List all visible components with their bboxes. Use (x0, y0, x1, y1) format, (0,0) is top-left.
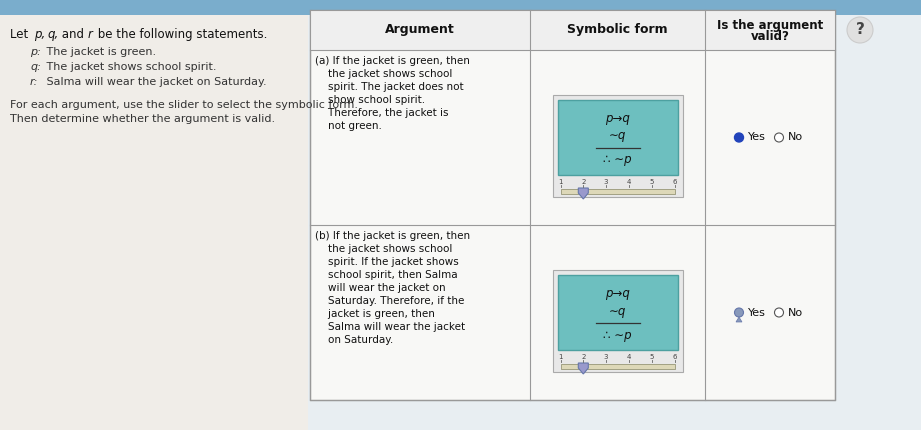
Text: 3: 3 (604, 354, 609, 360)
Text: the jacket shows school: the jacket shows school (315, 244, 452, 254)
Text: ?: ? (856, 22, 865, 37)
Text: will wear the jacket on: will wear the jacket on (315, 283, 446, 293)
Text: and: and (58, 28, 87, 41)
Text: 5: 5 (649, 179, 654, 185)
Text: 6: 6 (672, 354, 677, 360)
Text: p:: p: (30, 47, 41, 57)
Text: 3: 3 (604, 179, 609, 185)
Text: 4: 4 (626, 179, 631, 185)
Circle shape (847, 17, 873, 43)
Text: Saturday. Therefore, if the: Saturday. Therefore, if the (315, 296, 464, 306)
Circle shape (735, 133, 743, 142)
Bar (561, 364, 674, 369)
Text: 1: 1 (558, 179, 563, 185)
Text: p→q: p→q (605, 112, 630, 125)
Bar (561, 189, 674, 194)
Text: ∴ ∼p: ∴ ∼p (603, 154, 632, 166)
Text: Therefore, the jacket is: Therefore, the jacket is (315, 108, 449, 118)
Text: r:: r: (30, 77, 39, 87)
Bar (0, 0, 921, 15)
Text: spirit. If the jacket shows: spirit. If the jacket shows (315, 257, 459, 267)
Text: 1: 1 (558, 354, 563, 360)
Text: Argument: Argument (385, 24, 455, 37)
Text: 4: 4 (626, 354, 631, 360)
Text: ∼q: ∼q (609, 129, 626, 142)
Text: Salma will wear the jacket on Saturday.: Salma will wear the jacket on Saturday. (43, 77, 266, 87)
Text: No: No (788, 132, 803, 142)
Bar (553, 95, 682, 197)
Polygon shape (578, 363, 589, 374)
Text: Symbolic form: Symbolic form (567, 24, 668, 37)
Text: be the following statements.: be the following statements. (94, 28, 267, 41)
Bar (557, 100, 678, 175)
Text: on Saturday.: on Saturday. (315, 335, 393, 345)
Text: r: r (88, 28, 93, 41)
Text: spirit. The jacket does not: spirit. The jacket does not (315, 82, 463, 92)
Text: 2: 2 (581, 179, 586, 185)
Polygon shape (578, 188, 589, 199)
Text: 6: 6 (672, 179, 677, 185)
Text: valid?: valid? (751, 31, 789, 43)
Bar (0, 15, 308, 430)
Text: p→q: p→q (605, 287, 630, 300)
Circle shape (775, 133, 784, 142)
Text: The jacket is green.: The jacket is green. (43, 47, 157, 57)
Text: q:: q: (30, 62, 41, 72)
Text: show school spirit.: show school spirit. (315, 95, 426, 105)
Text: (b) If the jacket is green, then: (b) If the jacket is green, then (315, 231, 470, 241)
Bar (553, 270, 682, 372)
Circle shape (775, 308, 784, 317)
Text: Then determine whether the argument is valid.: Then determine whether the argument is v… (10, 114, 275, 124)
Text: q,: q, (47, 28, 58, 41)
Text: school spirit, then Salma: school spirit, then Salma (315, 270, 458, 280)
Text: jacket is green, then: jacket is green, then (315, 309, 435, 319)
Text: the jacket shows school: the jacket shows school (315, 69, 452, 79)
Text: ∴ ∼p: ∴ ∼p (603, 329, 632, 341)
Text: No: No (788, 307, 803, 317)
Text: ∼q: ∼q (609, 304, 626, 317)
Bar (557, 275, 678, 350)
Bar (310, 10, 835, 50)
Text: not green.: not green. (315, 121, 382, 131)
Text: Yes: Yes (748, 132, 766, 142)
Text: p,: p, (34, 28, 45, 41)
Text: 2: 2 (581, 354, 586, 360)
Text: (a) If the jacket is green, then: (a) If the jacket is green, then (315, 56, 470, 66)
Text: The jacket shows school spirit.: The jacket shows school spirit. (43, 62, 216, 72)
Text: For each argument, use the slider to select the symbolic form.: For each argument, use the slider to sel… (10, 100, 358, 110)
Text: Yes: Yes (748, 307, 766, 317)
Text: 5: 5 (649, 354, 654, 360)
Text: Salma will wear the jacket: Salma will wear the jacket (315, 322, 465, 332)
Text: Is the argument: Is the argument (717, 18, 823, 31)
Circle shape (735, 308, 743, 317)
Polygon shape (736, 317, 742, 322)
Text: Let: Let (10, 28, 32, 41)
Bar (310, 10, 835, 400)
